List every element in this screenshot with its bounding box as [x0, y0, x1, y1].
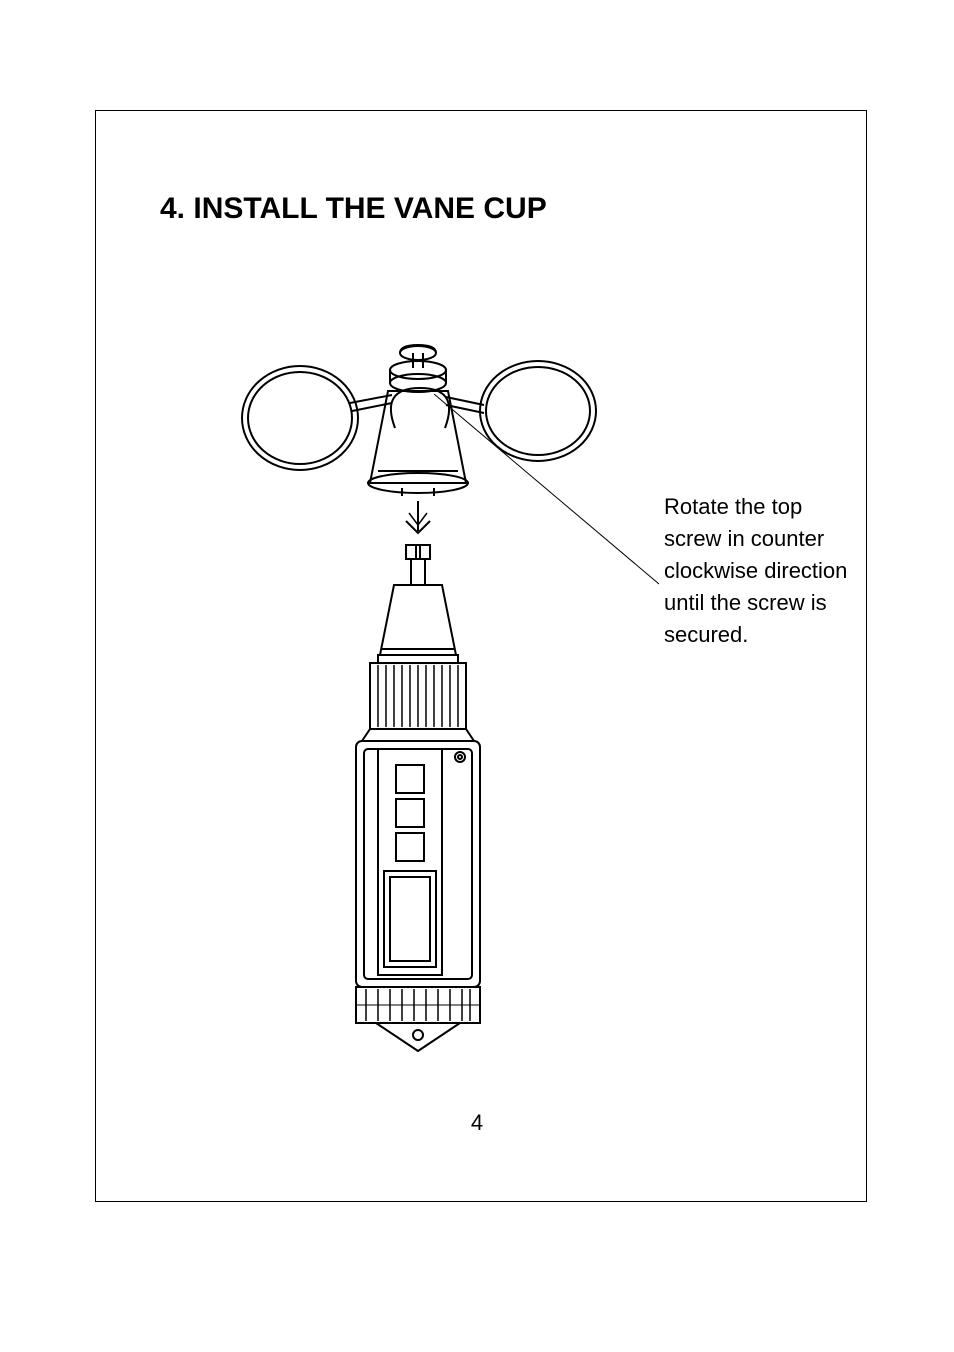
instruction-text: Rotate the top screw in counter clockwis… [664, 491, 864, 650]
vane-cup-diagram [230, 333, 610, 1053]
section-heading: 4. INSTALL THE VANE CUP [160, 192, 547, 226]
page-number: 4 [0, 1110, 954, 1136]
